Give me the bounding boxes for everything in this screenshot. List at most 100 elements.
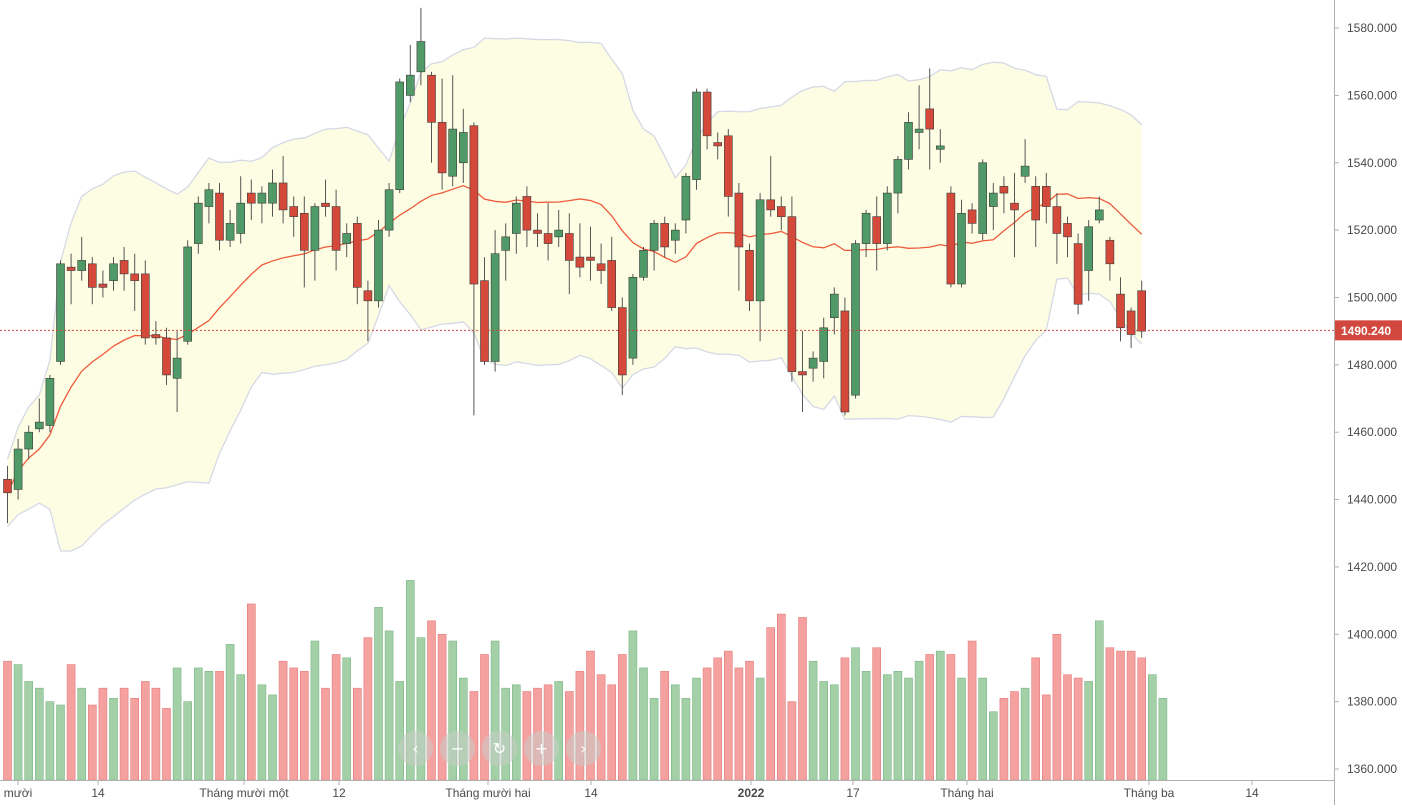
candle-body (469, 125, 479, 285)
candle (469, 122, 479, 416)
volume-bar (257, 684, 267, 781)
candle (321, 179, 330, 217)
candle (490, 230, 500, 372)
candle (649, 220, 659, 271)
volume-bar (914, 660, 924, 781)
x-tick-label: mười (4, 786, 33, 800)
candle-body (1010, 202, 1019, 211)
candle (268, 169, 277, 217)
candle (607, 236, 617, 311)
candle (1095, 196, 1104, 224)
volume-bar (13, 664, 23, 781)
candle-body (681, 175, 691, 221)
candle-layer (3, 7, 1146, 524)
candle-body (119, 260, 129, 275)
volume-bar (151, 687, 161, 781)
scroll-back-button[interactable]: ‹ (398, 731, 433, 766)
candle (745, 243, 754, 311)
volume-bar (247, 603, 256, 781)
candle-body (1073, 243, 1083, 305)
volume-bar (1116, 650, 1125, 781)
candle-body (247, 192, 256, 204)
candle-body (882, 192, 892, 244)
volume-bar (723, 650, 733, 781)
zoom-out-button[interactable]: − (440, 731, 475, 766)
candle (1073, 233, 1083, 315)
candle-body (480, 280, 489, 362)
volume-bar (342, 657, 352, 781)
navigation-controls: ‹ − ↻ + › (398, 731, 604, 767)
candle-body (374, 229, 383, 302)
candle (88, 257, 97, 305)
candle (1137, 280, 1146, 338)
volume-bar (766, 627, 776, 781)
volume-bar (628, 630, 638, 781)
candle (798, 331, 807, 412)
volume-bar (617, 654, 627, 781)
candle-body (1116, 293, 1125, 329)
volume-bar (77, 687, 86, 781)
candle-body (204, 189, 214, 207)
volume-bar (798, 617, 807, 781)
candle-body (776, 206, 786, 217)
candle-body (904, 122, 913, 160)
volume-bar (882, 674, 892, 781)
reset-button[interactable]: ↻ (482, 731, 517, 766)
candle-body (1042, 186, 1051, 207)
reset-icon: ↻ (492, 739, 507, 758)
y-tick-label: 1460.000 (1347, 425, 1397, 439)
candle-body (988, 192, 998, 207)
candle (437, 78, 447, 190)
volume-bar (808, 660, 818, 781)
volume-bar (925, 654, 935, 781)
candle (24, 425, 34, 460)
candle (501, 223, 511, 281)
candle-body (427, 74, 436, 123)
candle-body (511, 202, 521, 234)
volume-bar (978, 677, 988, 781)
candle (66, 253, 76, 305)
volume-bar (967, 640, 977, 781)
volume-bar (776, 613, 786, 781)
candle-body (1031, 186, 1040, 221)
candle (702, 88, 712, 150)
volume-bar (268, 694, 277, 781)
candle-body (98, 283, 108, 288)
volume-bar (130, 697, 139, 781)
scroll-forward-button[interactable]: › (566, 731, 601, 766)
candle (331, 189, 341, 271)
candle (363, 280, 373, 342)
candle-body (851, 243, 860, 396)
candle-body (543, 233, 553, 244)
candle (194, 196, 203, 254)
candle (904, 112, 913, 170)
volume-bar (649, 697, 659, 781)
candle-body (458, 132, 468, 164)
candle (670, 223, 680, 254)
candle-body (639, 250, 648, 278)
candle-body (225, 223, 235, 241)
candle-body (946, 192, 956, 285)
volume-bar (692, 677, 701, 781)
y-tick-label: 1500.000 (1347, 290, 1397, 304)
candle-body (172, 357, 182, 379)
candle (1042, 172, 1051, 224)
zoom-in-button[interactable]: + (524, 731, 559, 766)
volume-bar (45, 701, 55, 781)
volume-bar (1052, 633, 1062, 781)
volume-bar (787, 701, 797, 781)
candle-body (766, 199, 776, 211)
candle-body (331, 206, 341, 251)
candle (1010, 172, 1019, 258)
candle-body (586, 256, 595, 261)
candle (734, 182, 744, 291)
candle (554, 209, 564, 247)
candle-body (130, 273, 139, 281)
candle-body (162, 337, 171, 376)
candle (978, 159, 988, 241)
candle (851, 240, 860, 399)
candle (692, 88, 701, 190)
x-tick-label: 14 (584, 786, 598, 800)
